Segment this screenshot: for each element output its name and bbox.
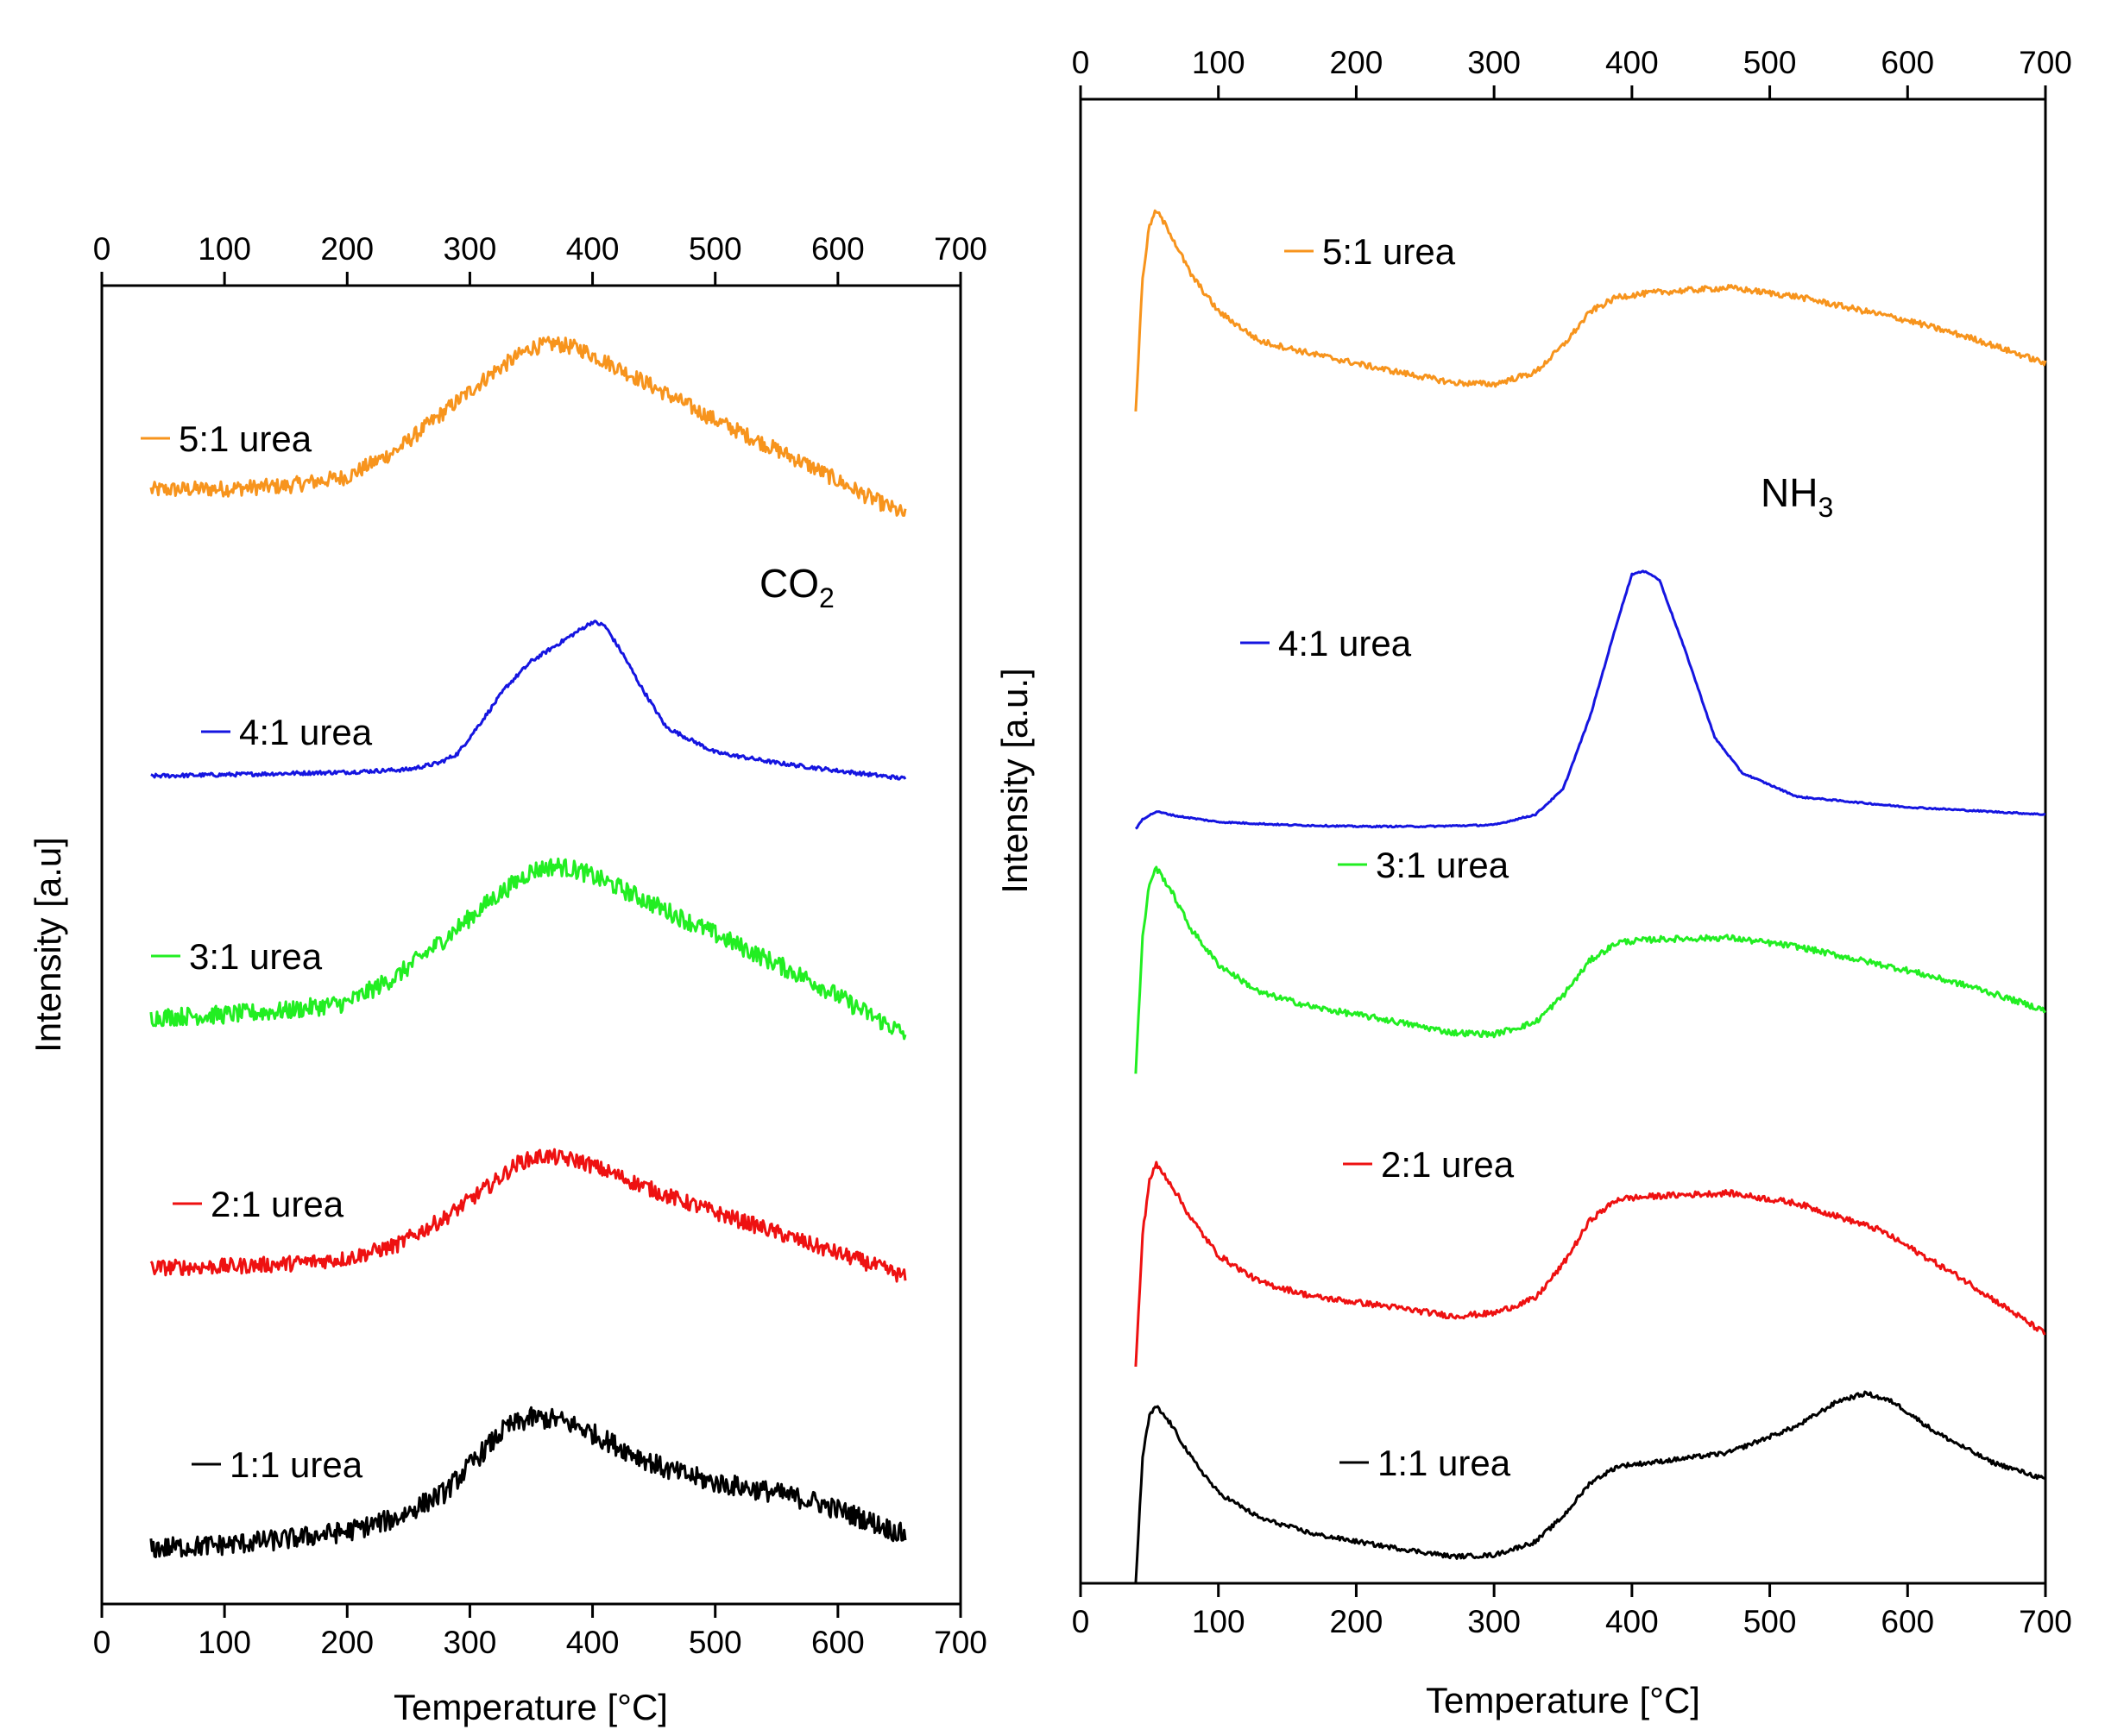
nh3-series-line-5-1-urea	[1134, 209, 2047, 412]
nh3-series-line-4-1-urea	[1134, 569, 2046, 830]
nh3-top-tick-label: 300	[1467, 45, 1521, 80]
nh3-top-tick-label: 500	[1743, 45, 1797, 80]
co2-bottom-tick-label: 200	[320, 1625, 374, 1660]
nh3-y-axis-label: Intensity [a.u.]	[994, 668, 1035, 893]
nh3-top-tick-label: 200	[1330, 45, 1383, 80]
nh3-series-line-1-1-urea	[1134, 1390, 2046, 1584]
co2-top-tick-label: 600	[811, 231, 865, 267]
co2-bottom-tick-label: 100	[198, 1625, 251, 1660]
nh3-bottom-tick-label: 300	[1467, 1604, 1521, 1639]
nh3-top-tick-label: 0	[1072, 45, 1090, 80]
co2-gas-subscript: 2	[819, 582, 835, 613]
nh3-top-tick-label: 600	[1881, 45, 1934, 80]
nh3-panel: 0 0 100 100 200 200 300 300 400 400 500 500 600 600 70…	[994, 45, 2072, 1720]
nh3-top-tick-label: 400	[1605, 45, 1659, 80]
co2-top-tick-label: 300	[444, 231, 497, 267]
co2-bottom-tick-label: 0	[93, 1625, 111, 1660]
co2-bottom-tick-label: 600	[811, 1625, 865, 1660]
co2-series-line-5-1-urea	[149, 336, 907, 517]
nh3-bottom-tick-label: 400	[1605, 1604, 1659, 1639]
co2-series-line-4-1-urea	[150, 620, 907, 781]
co2-y-axis-label: Intensity [a.u]	[28, 837, 68, 1053]
co2-top-tick-label: 0	[93, 231, 111, 267]
co2-series-line-1-1-urea	[149, 1406, 907, 1558]
nh3-bottom-tick-label: 0	[1072, 1604, 1090, 1639]
co2-legend-label: 1:1 urea	[230, 1444, 363, 1485]
nh3-legend-label: 3:1 urea	[1376, 845, 1509, 885]
nh3-gas-main: NH	[1761, 470, 1818, 515]
nh3-curves	[1134, 209, 2047, 1584]
co2-top-tick-label: 100	[198, 231, 251, 267]
co2-gas-main: CO	[759, 561, 819, 606]
co2-bottom-tick-label: 500	[689, 1625, 742, 1660]
co2-series-line-3-1-urea	[149, 857, 907, 1041]
nh3-bottom-tick-label: 200	[1330, 1604, 1383, 1639]
co2-legend: 5:1 urea 4:1 urea 3:1 urea 2:1 urea 1:1 urea	[141, 418, 373, 1485]
nh3-legend-label: 5:1 urea	[1322, 231, 1456, 272]
co2-x-axis-label: Temperature [°C]	[394, 1687, 668, 1727]
nh3-top-tick-label: 700	[2019, 45, 2072, 80]
co2-top-tick-label: 200	[320, 231, 374, 267]
nh3-bottom-tick-label: 700	[2019, 1604, 2072, 1639]
nh3-gas-label: NH3	[1761, 470, 1833, 523]
nh3-axis-ticks: 0 0 100 100 200 200 300 300 400 400 500 500 600 600 70…	[1072, 45, 2072, 1639]
nh3-legend-label: 1:1 urea	[1377, 1443, 1511, 1483]
co2-bottom-tick-label: 700	[934, 1625, 987, 1660]
co2-panel: 0 0 100 100 200 200 300 300 400 400 500 500 600 600 70…	[28, 231, 987, 1727]
co2-series-line-2-1-urea	[149, 1148, 907, 1283]
nh3-legend: 5:1 urea 4:1 urea 3:1 urea 2:1 urea 1:1 urea	[1240, 231, 1515, 1483]
co2-legend-label: 4:1 urea	[239, 712, 373, 752]
co2-legend-label: 2:1 urea	[211, 1184, 344, 1224]
co2-gas-label: CO2	[759, 561, 835, 613]
co2-curves	[149, 336, 907, 1558]
nh3-x-axis-label: Temperature [°C]	[1426, 1680, 1700, 1720]
co2-bottom-tick-label: 400	[566, 1625, 620, 1660]
nh3-legend-label: 4:1 urea	[1278, 623, 1412, 664]
nh3-legend-label: 2:1 urea	[1381, 1144, 1515, 1185]
co2-legend-label: 3:1 urea	[189, 936, 323, 977]
nh3-series-line-2-1-urea	[1134, 1160, 2046, 1367]
nh3-plot-frame	[1079, 97, 2047, 1585]
nh3-bottom-tick-label: 500	[1743, 1604, 1797, 1639]
co2-legend-label: 5:1 urea	[179, 418, 312, 459]
nh3-top-tick-label: 100	[1192, 45, 1245, 80]
co2-bottom-tick-label: 300	[444, 1625, 497, 1660]
nh3-gas-subscript: 3	[1818, 492, 1833, 523]
nh3-series-line-3-1-urea	[1134, 865, 2046, 1074]
co2-top-tick-label: 400	[566, 231, 620, 267]
nh3-bottom-tick-label: 100	[1192, 1604, 1245, 1639]
co2-top-tick-label: 700	[934, 231, 987, 267]
nh3-bottom-tick-label: 600	[1881, 1604, 1934, 1639]
co2-plot-frame	[100, 284, 962, 1606]
co2-top-tick-label: 500	[689, 231, 742, 267]
co2-axis-ticks: 0 0 100 100 200 200 300 300 400 400 500 500 600 600 70…	[93, 231, 987, 1660]
